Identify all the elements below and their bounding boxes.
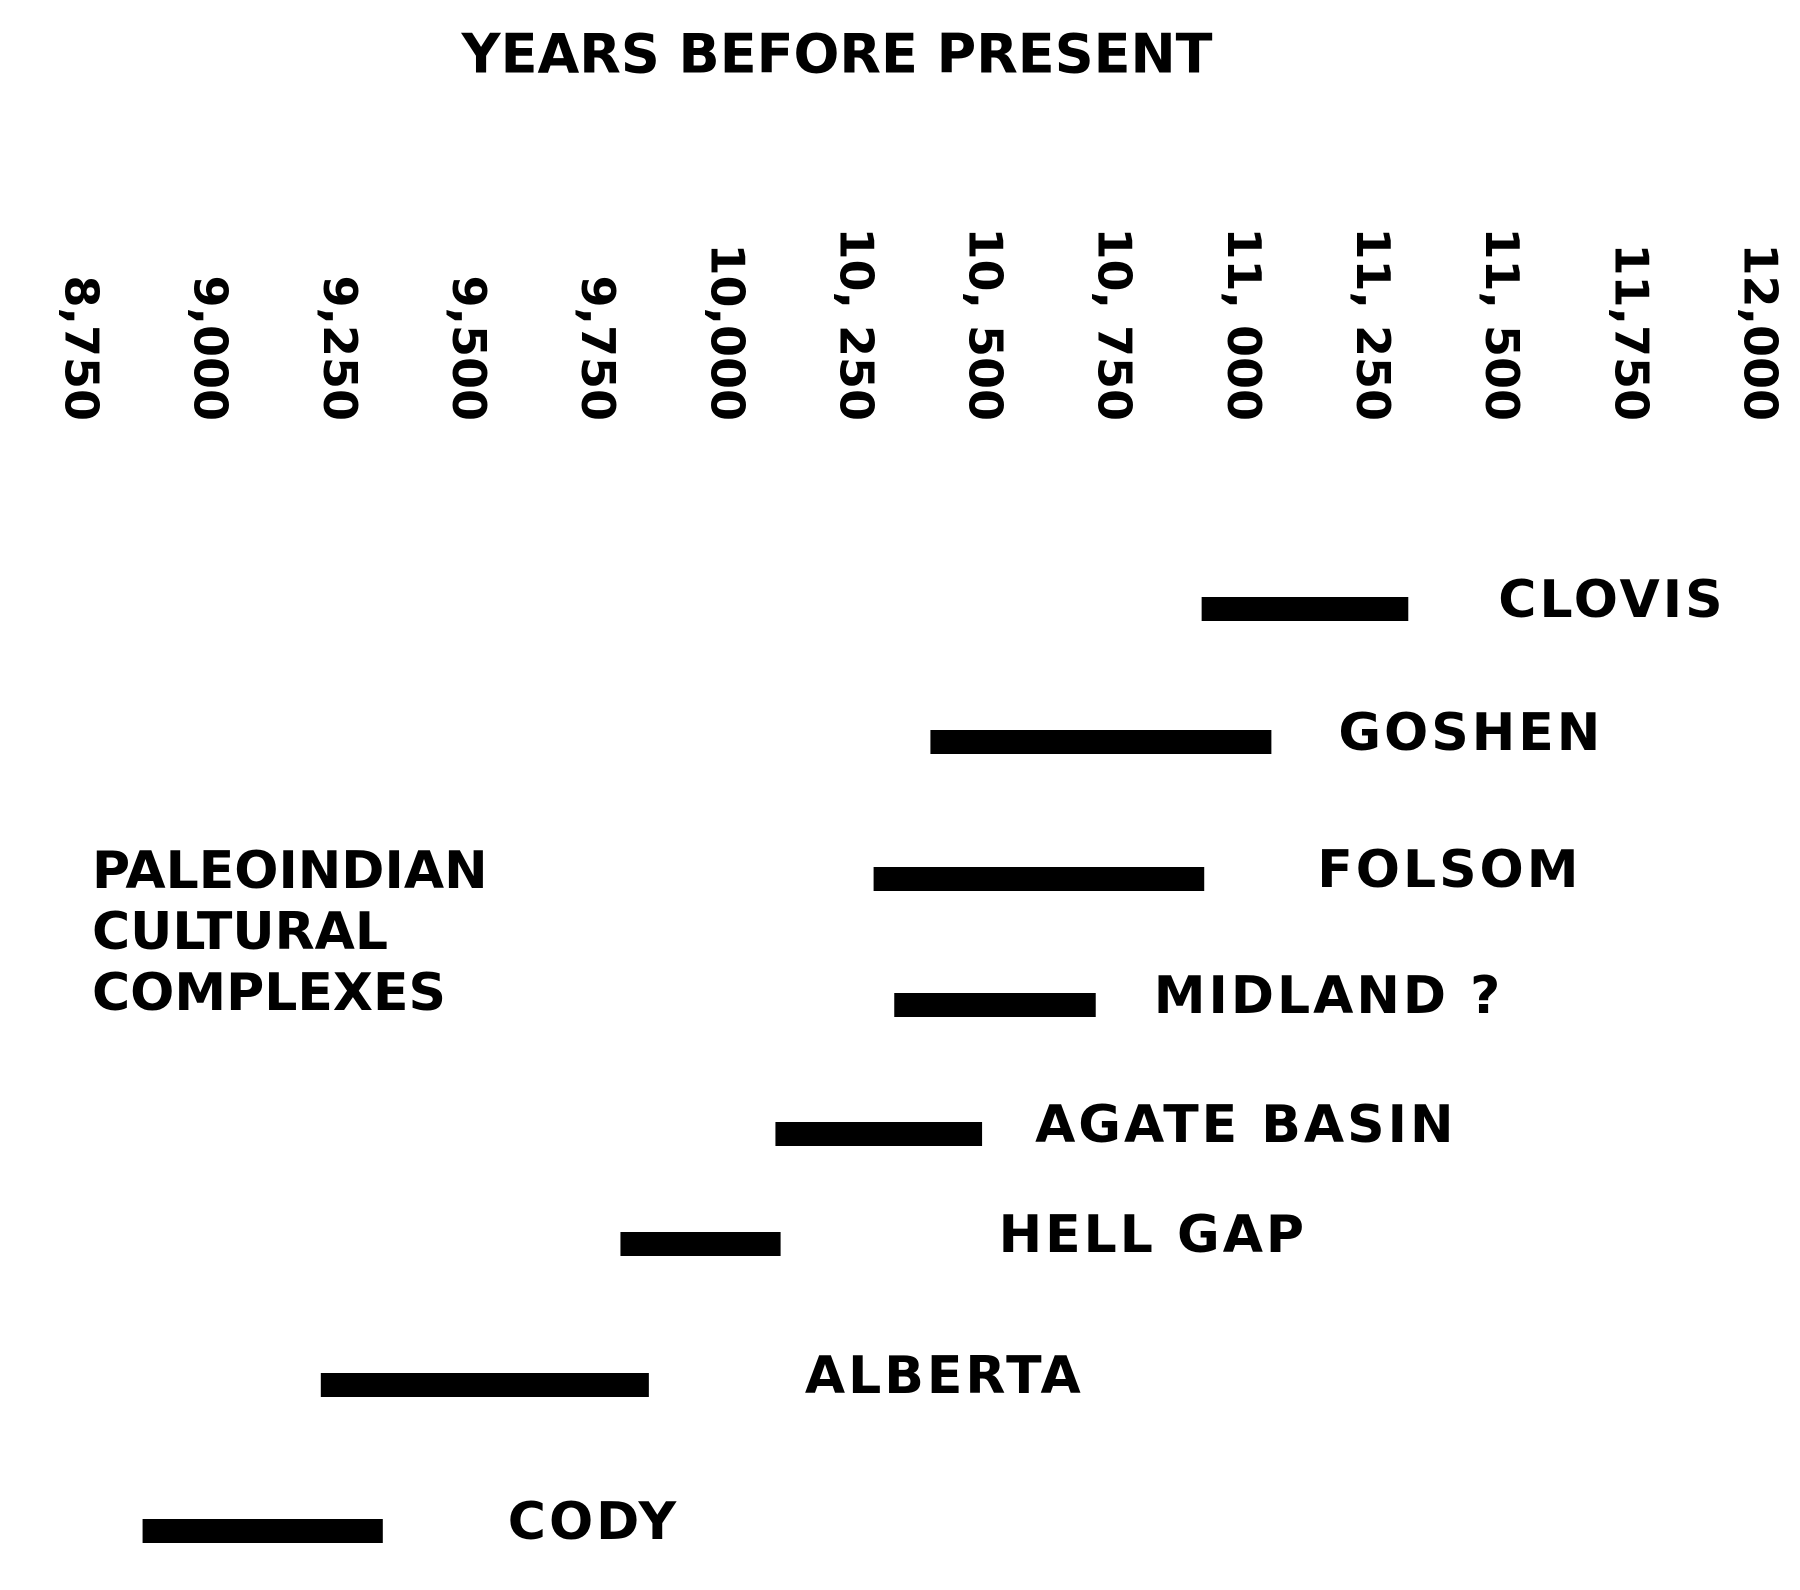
x-tick-label: 11, 500 bbox=[1475, 227, 1529, 421]
x-tick-label: 9,000 bbox=[184, 275, 238, 421]
range-label: MIDLAND ? bbox=[1154, 966, 1504, 1026]
range-label: CLOVIS bbox=[1498, 570, 1725, 630]
range-bar bbox=[894, 993, 1096, 1017]
annotation: PALEOINDIAN bbox=[92, 841, 488, 901]
chart-title: YEARS BEFORE PRESENT bbox=[460, 23, 1212, 86]
range-bar bbox=[142, 1519, 383, 1543]
range-bar bbox=[1201, 597, 1409, 621]
annotation: CULTURAL bbox=[92, 902, 388, 962]
range-label: HELL GAP bbox=[999, 1205, 1307, 1265]
range-bar bbox=[930, 730, 1272, 754]
range-bar bbox=[873, 867, 1205, 891]
range-label: ALBERTA bbox=[805, 1346, 1084, 1406]
x-tick-label: 10,000 bbox=[700, 243, 754, 421]
x-tick-label: 10, 750 bbox=[1088, 227, 1142, 421]
x-tick-label: 9,250 bbox=[313, 275, 367, 421]
range-bar bbox=[620, 1232, 781, 1256]
x-tick-label: 11, 000 bbox=[1217, 227, 1271, 421]
range-bar bbox=[775, 1122, 983, 1146]
x-tick-label: 10, 500 bbox=[959, 227, 1013, 421]
range-label: AGATE BASIN bbox=[1035, 1095, 1456, 1155]
x-tick-label: 8,750 bbox=[55, 275, 109, 421]
annotation: COMPLEXES bbox=[92, 963, 446, 1023]
range-label: FOLSOM bbox=[1317, 840, 1581, 900]
x-tick-label: 12,000 bbox=[1734, 243, 1788, 421]
x-tick-label: 11, 250 bbox=[1346, 227, 1400, 421]
x-tick-label: 9,500 bbox=[442, 275, 496, 421]
range-label: CODY bbox=[508, 1492, 679, 1552]
x-tick-label: 9,750 bbox=[571, 275, 625, 421]
range-label: GOSHEN bbox=[1338, 703, 1603, 763]
x-tick-label: 11,750 bbox=[1604, 243, 1658, 421]
x-tick-label: 10, 250 bbox=[829, 227, 883, 421]
range-bar bbox=[320, 1373, 649, 1397]
